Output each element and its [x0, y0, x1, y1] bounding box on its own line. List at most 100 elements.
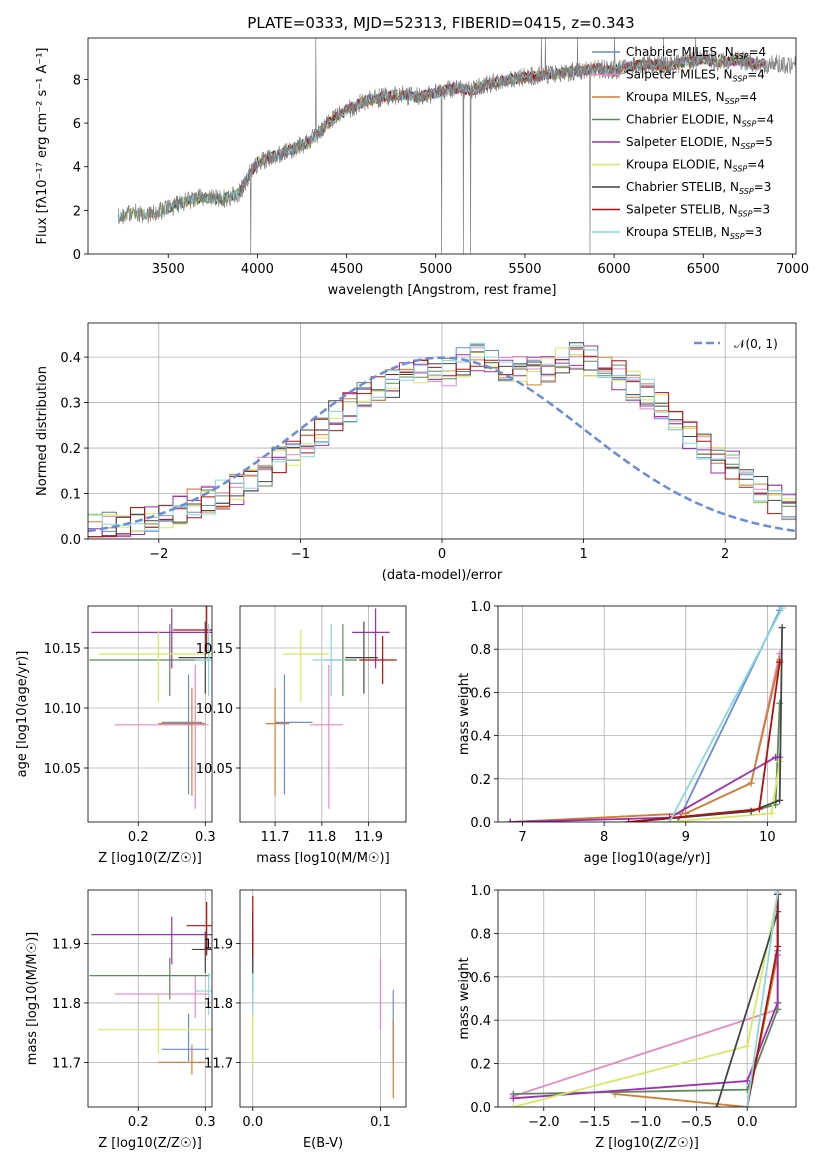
- y-tick-label: 11.8: [204, 997, 233, 1012]
- mass-vs-Z-panel: 0.2 0.3 11.7 11.8 11.9 Z [log10(Z/Z☉)] mass [l…: [25, 889, 216, 1151]
- cumulative-line: [510, 659, 781, 822]
- y-tick-label: 11.8: [52, 997, 81, 1012]
- y-tick-label: 10.15: [196, 642, 233, 657]
- y-tick-label: 0.0: [60, 533, 81, 548]
- x-tick-label: 0.0: [242, 1115, 263, 1130]
- y-tick-label: 10.15: [44, 642, 81, 657]
- age-vs-mass-ticks: 11.7 11.8 11.9 10.05 10.10 10.15: [196, 642, 383, 845]
- point-marker: [776, 658, 784, 666]
- age-vs-Z-plot-area: [88, 606, 212, 822]
- y-tick-label: 0.8: [470, 927, 491, 942]
- figure-title: PLATE=0333, MJD=52313, FIBERID=0415, z=0…: [247, 14, 634, 32]
- cumulative-mass-weight-age-xlabel: age [log10(age/yr)]: [584, 851, 711, 866]
- cumulative-line: [628, 627, 783, 822]
- mass-vs-Z-plot-area: [88, 890, 212, 1107]
- y-tick-label: 8: [73, 73, 81, 88]
- x-tick-label: 11.8: [307, 830, 336, 845]
- x-tick-label: 7000: [776, 262, 809, 277]
- x-tick-label: 11.9: [354, 830, 383, 845]
- age-vs-Z-ylabel: age [log10(age/yr)]: [15, 651, 30, 778]
- y-tick-label: 10.10: [44, 702, 81, 717]
- age-vs-mass-panel: 11.7 11.8 11.9 10.05 10.10 10.15 mass [log10(M…: [196, 605, 407, 866]
- age-vs-Z-ticks: 0.2 0.3 10.05 10.10 10.15: [44, 642, 216, 845]
- cumulative-mass-weight-age-panel: 7 8 9 10 0.0 0.2 0.4 0.6 0.8 1.0 age [log10(age/yr…: [457, 600, 797, 866]
- point-marker: [743, 1103, 751, 1107]
- legend-entry: Kroupa ELODIE, NSSP=4: [626, 158, 765, 174]
- x-tick-label: 0.0: [737, 1115, 758, 1130]
- y-tick-label: 0.0: [470, 816, 491, 831]
- residuals-xlabel: (data-model)/error: [382, 568, 503, 583]
- cumulative-mass-weight-age-ylabel: mass weight: [457, 673, 472, 755]
- y-tick-label: 0: [73, 248, 81, 263]
- point-marker: [509, 1094, 517, 1102]
- y-tick-label: 10.05: [196, 762, 233, 777]
- point-marker: [768, 809, 776, 817]
- spectrum-legend: Chabrier MILES, NSSP=4 Salpeter MILES, NS…: [592, 45, 774, 241]
- age-vs-mass-plot-area: [240, 606, 406, 822]
- y-tick-label: 0.1: [60, 488, 81, 503]
- y-tick-label: 0.4: [470, 730, 491, 745]
- y-tick-label: 0.2: [470, 1058, 491, 1073]
- legend-entry: 𝒩(0, 1): [734, 337, 778, 351]
- cumulative-mass-weight-Z-ticks: −2.0 −1.5 −1.0 −0.5 0.0 0.0 0.2 0.4 0.6 0.8 1.0: [470, 884, 757, 1130]
- y-tick-label: 11.7: [204, 1056, 233, 1071]
- cumulative-line: [746, 892, 779, 1107]
- x-tick-label: 8: [600, 830, 608, 845]
- mass-vs-Z-frame: [87, 889, 213, 1108]
- cumulative-line: [510, 653, 781, 822]
- age-vs-mass-frame: [239, 605, 407, 823]
- histogram-step: [88, 342, 796, 531]
- point-marker: [747, 779, 755, 787]
- x-tick-label: 6000: [598, 262, 631, 277]
- x-tick-label: 9: [682, 830, 690, 845]
- point-marker: [774, 999, 782, 1007]
- normal-curve: [88, 356, 796, 533]
- mass-vs-EBV-frame: [239, 889, 407, 1108]
- x-tick-label: 0.2: [128, 830, 149, 845]
- x-tick-label: 6500: [687, 262, 720, 277]
- x-tick-label: 5000: [419, 262, 452, 277]
- histogram-step: [88, 347, 796, 538]
- point-marker: [755, 805, 763, 813]
- legend-entry: Salpeter MILES, NSSP=4: [626, 68, 765, 84]
- spectrum-ylabel: Flux [fλ10⁻¹⁷ erg cm⁻² s⁻¹ A⁻¹]: [35, 48, 50, 245]
- point-marker: [778, 606, 786, 612]
- x-tick-label: 1: [579, 547, 587, 562]
- x-tick-label: 11.7: [261, 830, 290, 845]
- y-tick-label: 0.8: [470, 643, 491, 658]
- cumulative-mass-weight-Z-panel: −2.0 −1.5 −1.0 −0.5 0.0 0.0 0.2 0.4 0.6 0.8 1.0 Z […: [457, 884, 797, 1151]
- x-tick-label: 0: [438, 547, 446, 562]
- cumulative-mass-weight-age-ticks: 7 8 9 10 0.0 0.2 0.4 0.6 0.8 1.0: [470, 600, 775, 845]
- residuals-ticks: −2 −1 0 1 2 0.0 0.1 0.2 0.3 0.4: [60, 351, 729, 562]
- x-tick-label: 0.3: [195, 1115, 216, 1130]
- y-tick-label: 10.10: [196, 702, 233, 717]
- residuals-ylabel: Normed distribution: [35, 366, 50, 496]
- x-tick-label: −2.0: [528, 1115, 560, 1130]
- x-tick-label: −0.5: [681, 1115, 713, 1130]
- x-tick-label: 3500: [152, 262, 185, 277]
- legend-entry: Kroupa MILES, NSSP=4: [626, 90, 757, 106]
- legend-entry: Salpeter ELODIE, NSSP=5: [626, 135, 773, 151]
- y-tick-label: 1.0: [470, 600, 491, 615]
- point-marker: [776, 796, 784, 804]
- age-vs-Z-xlabel: Z [log10(Z/Z☉)]: [98, 851, 202, 866]
- x-tick-label: 4000: [241, 262, 274, 277]
- x-tick-label: 7: [518, 830, 526, 845]
- y-tick-label: 6: [73, 117, 81, 132]
- mass-vs-Z-ylabel: mass [log10(M/M☉)]: [25, 932, 40, 1065]
- point-marker: [509, 1103, 517, 1107]
- residuals-frame: [87, 322, 797, 540]
- x-tick-label: −1.5: [579, 1115, 611, 1130]
- legend-entry: Chabrier STELIB, NSSP=3: [626, 180, 771, 196]
- y-tick-label: 11.7: [52, 1056, 81, 1071]
- y-tick-label: 0.3: [60, 397, 81, 412]
- x-tick-label: −2: [149, 547, 168, 562]
- point-marker: [674, 818, 682, 822]
- cumulative-line: [668, 607, 783, 822]
- y-tick-label: 4: [73, 161, 81, 176]
- residual-legend: 𝒩(0, 1): [694, 337, 778, 351]
- y-tick-label: 0.4: [470, 1014, 491, 1029]
- cumulative-mass-weight-Z-xlabel: Z [log10(Z/Z☉)]: [595, 1136, 699, 1151]
- point-marker: [774, 890, 782, 896]
